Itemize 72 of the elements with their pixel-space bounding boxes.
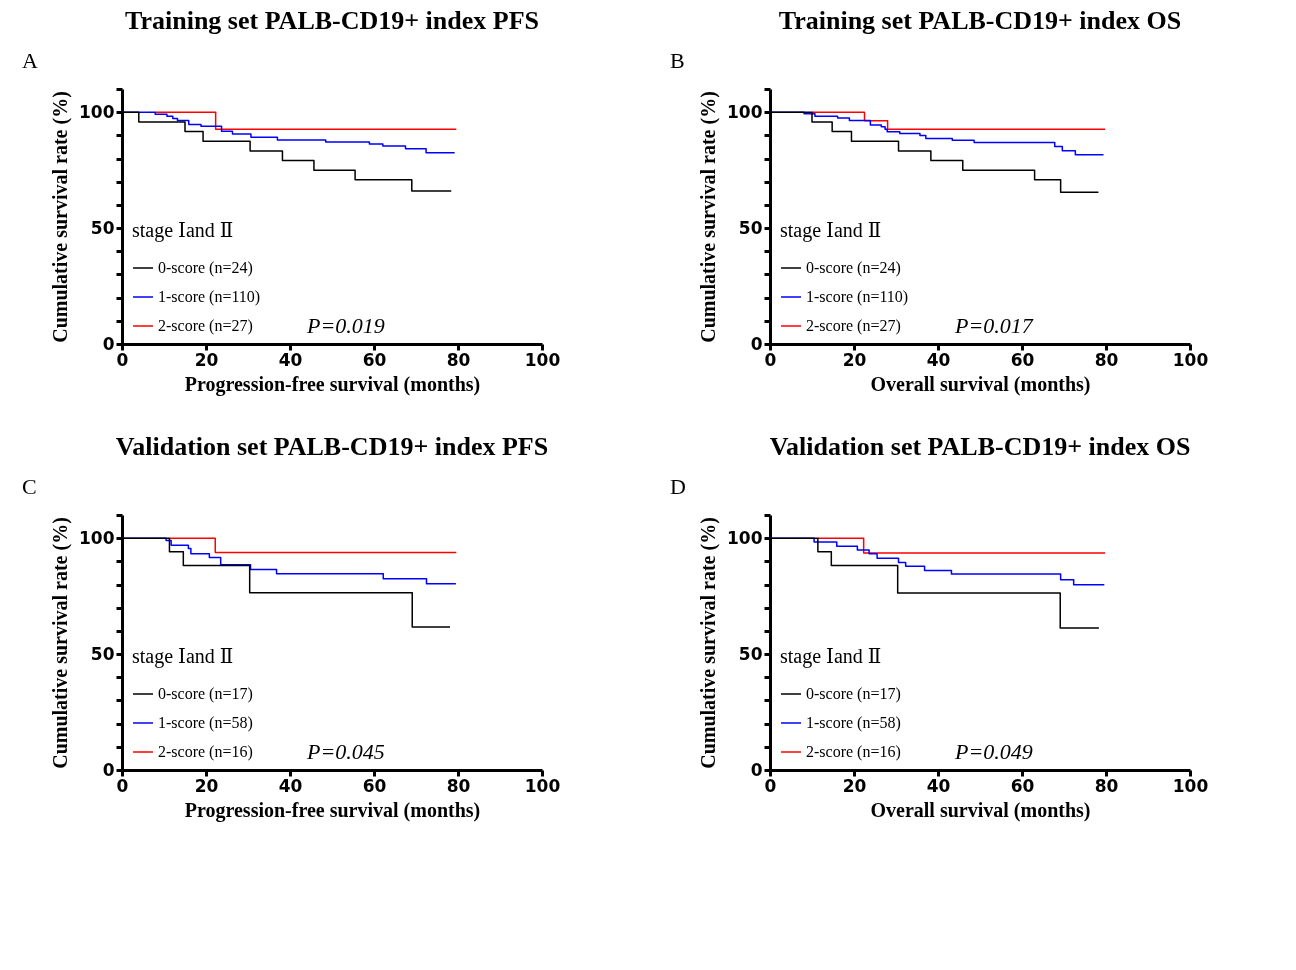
legend-label: 2-score (n=16) <box>806 743 901 761</box>
x-tick-label: 80 <box>446 349 471 370</box>
y-tick-label: 0 <box>102 333 115 354</box>
x-tick-label: 20 <box>194 349 219 370</box>
y-tick-label: 0 <box>750 759 763 780</box>
y-tick-label: 100 <box>727 101 763 122</box>
x-tick-label: 100 <box>524 775 561 796</box>
x-tick-label: 40 <box>926 775 951 796</box>
text: C <box>22 474 37 499</box>
x-tick-label: 40 <box>278 349 303 370</box>
x-tick-label: 20 <box>842 349 867 370</box>
x-tick-label: 0 <box>764 349 777 370</box>
y-tick-label: 50 <box>90 217 115 238</box>
annotation: P=0.017 <box>954 313 1034 338</box>
legend-label: 0-score (n=24) <box>806 259 901 277</box>
x-tick-label: 40 <box>926 349 951 370</box>
legend-label: 1-score (n=58) <box>158 714 253 732</box>
x-tick-label: 60 <box>1010 349 1035 370</box>
y-tick-label: 100 <box>79 527 115 548</box>
text: B <box>670 48 685 73</box>
x-tick-label: 100 <box>1172 349 1209 370</box>
x-tick-label: 40 <box>278 775 303 796</box>
y-tick-label: 0 <box>750 333 763 354</box>
y-axis-title: Cumulative survival rate (%) <box>697 91 721 343</box>
x-tick-label: 80 <box>1094 775 1119 796</box>
legend-label: 1-score (n=110) <box>158 288 261 306</box>
legend-title: stage Ⅰand Ⅱ <box>132 219 234 242</box>
x-tick-label: 60 <box>362 349 387 370</box>
y-tick-label: 50 <box>738 217 763 238</box>
y-tick-label: 100 <box>79 101 115 122</box>
x-tick-label: 20 <box>842 775 867 796</box>
annotation: P=0.019 <box>306 313 385 338</box>
legend-label: 0-score (n=17) <box>158 685 253 703</box>
chart-title: Training set PALB-CD19+ index OS <box>778 6 1182 35</box>
annotation: P=0.045 <box>306 739 385 764</box>
y-axis-title: Cumulative survival rate (%) <box>49 517 73 769</box>
text: D <box>670 474 686 499</box>
x-tick-label: 0 <box>764 775 777 796</box>
chart-title: Validation set PALB-CD19+ index PFS <box>115 432 549 461</box>
x-tick-label: 80 <box>1094 349 1119 370</box>
legend-label: 1-score (n=58) <box>806 714 901 732</box>
text: A <box>22 48 38 73</box>
y-axis-title: Cumulative survival rate (%) <box>697 517 721 769</box>
legend-label: 2-score (n=16) <box>158 743 253 761</box>
legend-title: stage Ⅰand Ⅱ <box>780 219 882 242</box>
x-tick-label: 100 <box>524 349 561 370</box>
x-tick-label: 20 <box>194 775 219 796</box>
chart-title: Validation set PALB-CD19+ index OS <box>769 432 1191 461</box>
x-axis-title: Progression-free survival (months) <box>184 798 481 822</box>
x-tick-label: 80 <box>446 775 471 796</box>
x-tick-label: 60 <box>362 775 387 796</box>
annotation: P=0.049 <box>954 739 1033 764</box>
x-tick-label: 0 <box>116 775 129 796</box>
y-tick-label: 100 <box>727 527 763 548</box>
legend-title: stage Ⅰand Ⅱ <box>132 645 234 668</box>
legend-title: stage Ⅰand Ⅱ <box>780 645 882 668</box>
legend-label: 1-score (n=110) <box>806 288 909 306</box>
y-axis-title: Cumulative survival rate (%) <box>49 91 73 343</box>
legend-label: 0-score (n=24) <box>158 259 253 277</box>
x-tick-label: 100 <box>1172 775 1209 796</box>
y-tick-label: 50 <box>738 643 763 664</box>
x-axis-title: Overall survival (months) <box>870 798 1091 822</box>
x-axis-title: Overall survival (months) <box>870 372 1091 396</box>
legend-label: 2-score (n=27) <box>158 317 253 335</box>
x-tick-label: 60 <box>1010 775 1035 796</box>
chart-title: Training set PALB-CD19+ index PFS <box>125 6 539 35</box>
x-axis-title: Progression-free survival (months) <box>184 372 481 396</box>
y-tick-label: 50 <box>90 643 115 664</box>
y-tick-label: 0 <box>102 759 115 780</box>
legend-label: 2-score (n=27) <box>806 317 901 335</box>
legend-label: 0-score (n=17) <box>806 685 901 703</box>
x-tick-label: 0 <box>116 349 129 370</box>
